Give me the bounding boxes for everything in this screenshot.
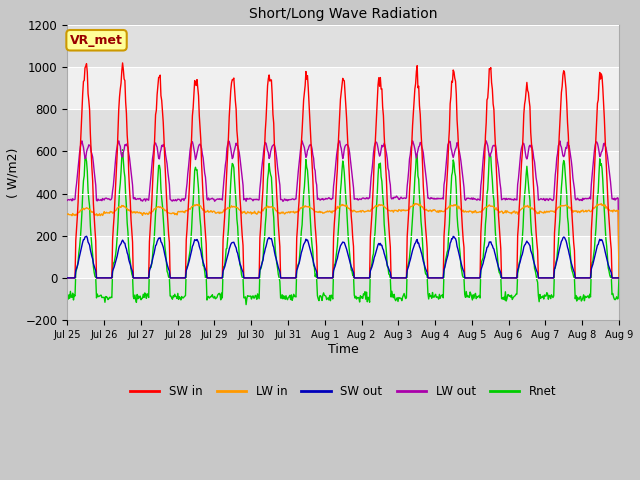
- Title: Short/Long Wave Radiation: Short/Long Wave Radiation: [249, 7, 437, 21]
- Y-axis label: ( W/m2): ( W/m2): [7, 147, 20, 198]
- Bar: [67, 278, 619, 320]
- Text: VR_met: VR_met: [70, 34, 123, 47]
- Bar: [67, 109, 619, 151]
- X-axis label: Time: Time: [328, 343, 358, 356]
- Bar: [67, 25, 619, 67]
- Bar: [67, 193, 619, 236]
- Legend: SW in, LW in, SW out, LW out, Rnet: SW in, LW in, SW out, LW out, Rnet: [125, 380, 561, 403]
